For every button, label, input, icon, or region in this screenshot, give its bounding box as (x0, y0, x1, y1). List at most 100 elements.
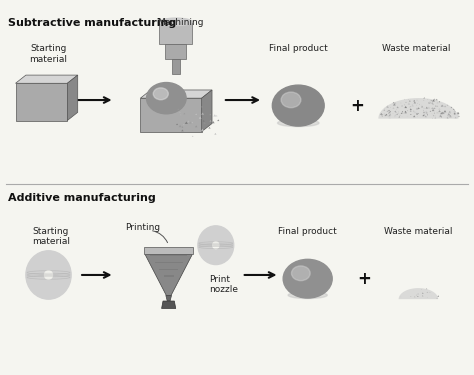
Polygon shape (428, 101, 431, 103)
Polygon shape (172, 59, 180, 74)
Circle shape (273, 85, 324, 126)
Polygon shape (164, 275, 173, 277)
Polygon shape (441, 105, 443, 106)
Ellipse shape (288, 292, 327, 298)
Polygon shape (389, 114, 391, 116)
Text: Additive manufacturing: Additive manufacturing (9, 193, 156, 203)
Polygon shape (432, 108, 434, 109)
Polygon shape (454, 110, 456, 111)
Polygon shape (401, 105, 402, 106)
Polygon shape (414, 296, 415, 297)
Polygon shape (214, 133, 217, 135)
Polygon shape (386, 114, 387, 115)
Polygon shape (428, 102, 430, 104)
Polygon shape (16, 83, 67, 120)
Polygon shape (413, 101, 416, 104)
Polygon shape (416, 108, 418, 109)
Polygon shape (457, 117, 458, 118)
Polygon shape (408, 103, 410, 105)
Polygon shape (388, 113, 389, 114)
Text: Printing: Printing (125, 223, 160, 232)
Polygon shape (433, 98, 436, 100)
Polygon shape (454, 112, 455, 113)
Polygon shape (417, 116, 418, 117)
Polygon shape (165, 44, 186, 59)
Circle shape (281, 92, 301, 108)
Ellipse shape (159, 18, 192, 26)
Polygon shape (410, 110, 412, 112)
Polygon shape (394, 114, 397, 116)
Polygon shape (413, 112, 414, 113)
Polygon shape (166, 296, 172, 301)
Polygon shape (438, 296, 439, 297)
Polygon shape (382, 116, 383, 117)
Polygon shape (401, 112, 402, 113)
Text: Subtractive manufacturing: Subtractive manufacturing (9, 18, 177, 28)
Polygon shape (381, 114, 383, 115)
Ellipse shape (213, 242, 219, 249)
Text: Waste material: Waste material (382, 44, 450, 53)
Ellipse shape (198, 226, 234, 264)
Polygon shape (177, 108, 179, 110)
Text: +: + (350, 97, 364, 115)
Polygon shape (399, 116, 400, 117)
Polygon shape (210, 114, 211, 115)
Polygon shape (426, 288, 428, 289)
Polygon shape (453, 108, 455, 110)
Polygon shape (159, 22, 192, 44)
Circle shape (146, 82, 186, 114)
Polygon shape (431, 107, 433, 109)
Polygon shape (450, 116, 451, 117)
Polygon shape (438, 110, 441, 112)
Polygon shape (201, 90, 212, 132)
Polygon shape (423, 98, 424, 99)
Polygon shape (413, 115, 415, 117)
Polygon shape (417, 103, 418, 104)
Polygon shape (383, 113, 385, 115)
Polygon shape (428, 106, 430, 109)
Text: Print
nozzle: Print nozzle (209, 274, 238, 294)
Polygon shape (438, 112, 439, 113)
Polygon shape (404, 106, 407, 108)
Polygon shape (398, 111, 399, 112)
Polygon shape (179, 125, 182, 127)
Polygon shape (439, 115, 442, 117)
Text: Final product: Final product (278, 226, 337, 236)
Polygon shape (392, 102, 394, 103)
Polygon shape (435, 117, 436, 118)
Polygon shape (187, 120, 190, 122)
Text: Starting
material: Starting material (29, 44, 67, 64)
Polygon shape (432, 99, 435, 102)
Polygon shape (392, 107, 394, 109)
Polygon shape (385, 114, 387, 116)
Polygon shape (192, 136, 193, 137)
Polygon shape (140, 90, 212, 98)
Polygon shape (195, 125, 198, 127)
Polygon shape (455, 111, 456, 112)
Polygon shape (425, 111, 428, 112)
Polygon shape (423, 114, 425, 116)
Polygon shape (212, 121, 215, 123)
Polygon shape (392, 113, 393, 114)
Polygon shape (418, 107, 419, 109)
Polygon shape (432, 109, 435, 111)
Polygon shape (433, 115, 434, 116)
Polygon shape (185, 122, 188, 124)
Polygon shape (393, 104, 396, 106)
Polygon shape (183, 124, 185, 125)
Polygon shape (432, 104, 434, 105)
Polygon shape (449, 111, 452, 112)
Polygon shape (423, 111, 425, 113)
Polygon shape (388, 112, 389, 114)
Polygon shape (396, 109, 397, 110)
Polygon shape (417, 293, 419, 294)
Polygon shape (441, 117, 442, 118)
Circle shape (292, 266, 310, 280)
Ellipse shape (45, 271, 53, 279)
Polygon shape (395, 111, 397, 113)
Polygon shape (435, 105, 437, 106)
Polygon shape (447, 105, 448, 106)
Polygon shape (388, 111, 391, 113)
Polygon shape (386, 105, 389, 108)
Polygon shape (400, 296, 401, 297)
